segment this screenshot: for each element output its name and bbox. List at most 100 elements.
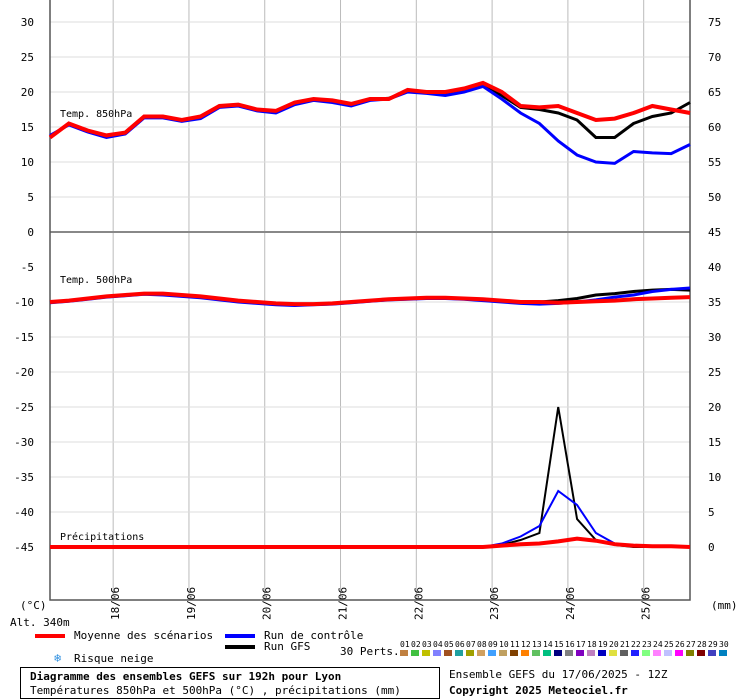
x-date-label: 22/06 [412,587,425,620]
perturbation-label: 26 [675,640,685,649]
y-tick-label: -10 [14,296,34,309]
y-tick-label-right: 65 [708,86,721,99]
y-tick-label: 5 [27,191,34,204]
y-tick-label-right: 55 [708,156,721,169]
chart-subtitle: Températures 850hPa et 500hPa (°C) , pré… [30,684,401,697]
perturbation-swatch [664,650,672,656]
perturbation-label: 18 [587,640,597,649]
y-tick-label: -20 [14,366,34,379]
perturbation-swatch [697,650,705,656]
title-box: Diagramme des ensembles GEFS sur 192h po… [20,667,440,699]
perturbation-swatch [576,650,584,656]
x-date-label: 24/06 [564,587,577,620]
y-tick-label-right: 45 [708,226,721,239]
perturbation-label: 25 [664,640,674,649]
perturbation-label: 27 [686,640,696,649]
perturbation-label: 29 [708,640,718,649]
y-tick-label-right: 70 [708,51,721,64]
y-tick-label-right: 25 [708,366,721,379]
y-tick-label-right: 60 [708,121,721,134]
y-tick-label-right: 75 [708,16,721,29]
plot-frame [49,0,691,601]
perturbations-count: 30 Perts. [340,645,400,658]
y-tick-label: 0 [27,226,34,239]
y-tick-label-right: 15 [708,436,721,449]
perturbation-swatch [598,650,606,656]
legend-gfs-swatch [225,645,255,649]
x-date-label: 25/06 [640,587,653,620]
perturbation-swatch [444,650,452,656]
perturbation-label: 24 [653,640,663,649]
perturbation-swatch [620,650,628,656]
perturbation-swatch [543,650,551,656]
perturbation-label: 06 [455,640,465,649]
y-tick-label-right: 35 [708,296,721,309]
perturbation-swatch [631,650,639,656]
perturbation-label: 28 [697,640,707,649]
perturbation-label: 14 [543,640,553,649]
perturbation-swatch [499,650,507,656]
perturbation-swatch [565,650,573,656]
perturbation-label: 10 [499,640,509,649]
perturbation-label: 09 [488,640,498,649]
perturbation-swatch [532,650,540,656]
perturbation-label: 23 [642,640,652,649]
perturbation-label: 15 [554,640,564,649]
perturbation-swatch [554,650,562,656]
perturbation-label: 30 [719,640,729,649]
perturbation-swatch [477,650,485,656]
perturbation-label: 17 [576,640,586,649]
copyright: Copyright 2025 Meteociel.fr [449,684,628,697]
legend-mean-swatch [35,634,65,638]
perturbation-swatch [455,650,463,656]
perturbation-label: 21 [620,640,630,649]
right-unit: (mm) [711,599,738,612]
perturbation-swatch [653,650,661,656]
series-t500-line [49,291,691,307]
perturbation-swatch [642,650,650,656]
perturbation-swatch [510,650,518,656]
perturbation-label: 11 [510,640,520,649]
perturbation-label: 16 [565,640,575,649]
y-tick-label: -15 [14,331,34,344]
legend-control-label: Run de contrôle [264,629,364,642]
chart-title: Diagramme des ensembles GEFS sur 192h po… [30,670,342,683]
legend-control-swatch [225,634,255,638]
perturbation-swatch [708,650,716,656]
y-tick-label-right: 5 [708,506,715,519]
perturbation-swatch [433,650,441,656]
x-date-label: 18/06 [109,587,122,620]
perturbation-swatch [587,650,595,656]
x-date-label: 21/06 [337,587,350,620]
perturbation-swatch [400,650,408,656]
perturbation-label: 19 [598,640,608,649]
perturbation-label: 07 [466,640,476,649]
panel-label-precip: Précipitations [60,531,144,543]
y-tick-label-right: 10 [708,471,721,484]
perturbation-swatch [466,650,474,656]
perturbation-label: 13 [532,640,542,649]
perturbation-label: 08 [477,640,487,649]
legend-gfs-label: Run GFS [264,640,311,653]
run-info: Ensemble GEFS du 17/06/2025 - 12Z [449,668,668,681]
snowflake-icon: ❄ [54,651,62,665]
panel-label-t850: Temp. 850hPa [60,109,132,120]
y-tick-label: -25 [14,401,34,414]
x-date-label: 19/06 [185,587,198,620]
perturbation-swatch [521,650,529,656]
y-tick-label: -40 [14,506,34,519]
y-tick-label-right: 20 [708,401,721,414]
perturbation-label: 12 [521,640,531,649]
y-tick-label-right: 40 [708,261,721,274]
perturbation-label: 20 [609,640,619,649]
y-tick-label: -45 [14,541,34,554]
altitude-label: Alt. 340m [10,616,70,629]
perturbation-swatch [488,650,496,656]
y-tick-label-right: 0 [708,541,715,554]
y-tick-label: 30 [21,16,34,29]
legend-snow-label: Risque neige [74,652,154,665]
series-precip-line [50,536,691,549]
x-date-label: 20/06 [261,587,274,620]
x-date-label: 23/06 [488,587,501,620]
